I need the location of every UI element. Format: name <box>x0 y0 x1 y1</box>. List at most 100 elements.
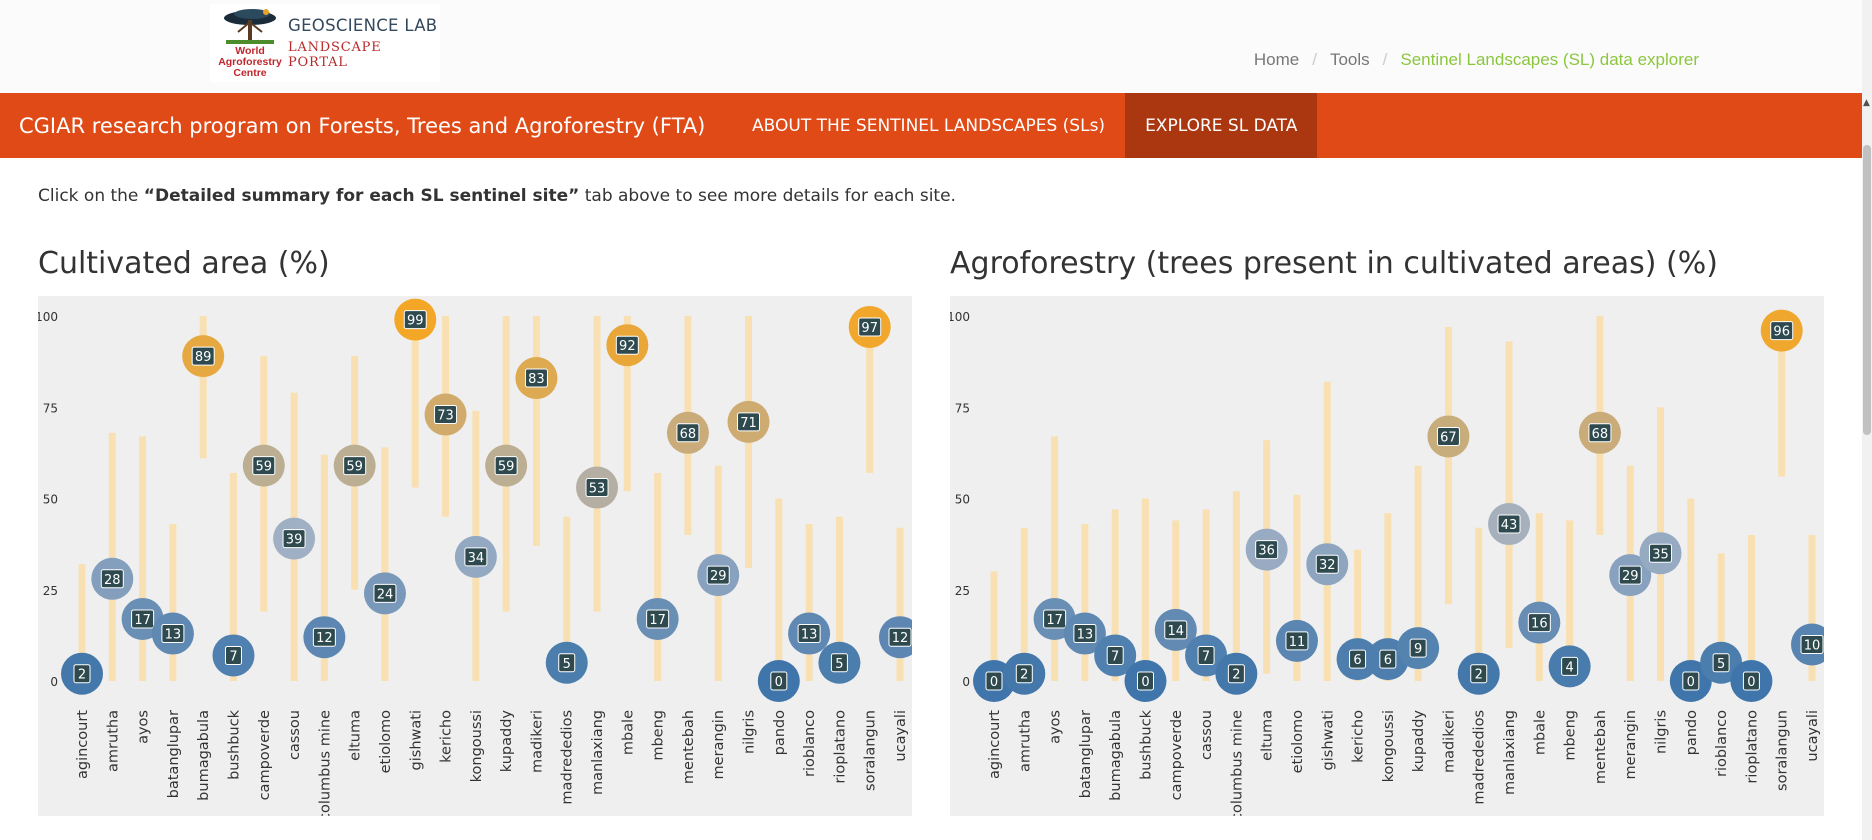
data-point[interactable]: 2 <box>1003 527 1046 695</box>
data-point[interactable]: 24 <box>363 447 406 681</box>
range-bar <box>563 516 571 681</box>
data-point[interactable]: 53 <box>576 316 619 612</box>
x-tick-label: kericho <box>1351 710 1367 763</box>
value-label: 43 <box>1501 518 1518 533</box>
data-point[interactable]: 99 <box>394 298 437 488</box>
data-point[interactable]: 13 <box>788 524 831 681</box>
data-point[interactable]: 13 <box>151 524 194 681</box>
data-point[interactable]: 97 <box>848 305 891 473</box>
data-point[interactable]: 36 <box>1245 440 1288 674</box>
range-bar <box>990 571 998 681</box>
range-bar <box>199 316 207 459</box>
data-point[interactable]: 59 <box>242 356 285 612</box>
data-point[interactable]: 35 <box>1639 407 1682 681</box>
range-bar <box>1384 513 1392 681</box>
data-point[interactable]: 89 <box>182 316 225 459</box>
value-label-box <box>1043 609 1067 629</box>
value-label: 39 <box>286 533 303 548</box>
site-logo[interactable]: World Agroforestry Centre GEOSCIENCE LAB… <box>210 4 440 82</box>
data-point[interactable]: 43 <box>1488 341 1531 649</box>
data-point[interactable]: 2 <box>61 564 103 695</box>
data-point[interactable]: 68 <box>1578 316 1621 535</box>
scroll-up-arrow-icon[interactable]: ▲ <box>1863 98 1870 108</box>
data-point[interactable]: 28 <box>91 432 134 681</box>
data-point[interactable]: 0 <box>1730 535 1773 702</box>
value-label-box <box>1106 645 1124 665</box>
data-point[interactable]: 34 <box>454 410 497 681</box>
data-point[interactable]: 17 <box>636 472 679 681</box>
data-point[interactable]: 71 <box>727 316 770 568</box>
range-bar <box>532 316 540 546</box>
data-point[interactable]: 7 <box>1094 509 1137 681</box>
value-label-box <box>1285 631 1309 651</box>
data-point[interactable]: 7 <box>212 472 255 681</box>
data-point[interactable]: 4 <box>1548 520 1591 688</box>
data-point[interactable]: 83 <box>515 316 558 546</box>
scrollbar-thumb[interactable] <box>1863 145 1871 435</box>
value-label: 97 <box>861 321 878 336</box>
x-tick-label: rioblanco <box>1714 710 1730 777</box>
breadcrumb-tools-link[interactable]: Tools <box>1329 50 1370 69</box>
value-label-box <box>676 423 700 443</box>
value-label-box <box>858 317 882 337</box>
data-point[interactable]: 0 <box>1669 498 1712 703</box>
x-tick-label: columbus mine <box>317 710 333 816</box>
data-point[interactable]: 2 <box>1215 491 1258 695</box>
value-label: 2 <box>1020 668 1028 683</box>
data-point[interactable]: 10 <box>1791 535 1824 681</box>
x-tick-label: bushbuck <box>226 709 242 780</box>
value-label-box <box>100 569 124 589</box>
y-tick-label: 25 <box>43 584 58 598</box>
data-point[interactable]: 29 <box>697 465 740 681</box>
data-point[interactable]: 68 <box>666 316 709 535</box>
data-point[interactable]: 12 <box>303 454 346 681</box>
data-point[interactable]: 59 <box>485 316 528 612</box>
value-label: 5 <box>563 657 571 672</box>
nav-brand[interactable]: CGIAR research program on Forests, Trees… <box>19 113 706 138</box>
nav-explore-link[interactable]: EXPLORE SL DATA <box>1125 93 1318 158</box>
range-bar <box>1111 509 1119 681</box>
x-tick-label: campoverde <box>1169 710 1185 800</box>
breadcrumb-separator: / <box>1312 50 1317 69</box>
page-scrollbar[interactable]: ▲ <box>1862 0 1872 840</box>
value-label: 73 <box>437 409 454 424</box>
data-point[interactable]: 12 <box>879 527 912 681</box>
detailed-summary-tab-ref: “Detailed summary for each SL sentinel s… <box>143 186 580 206</box>
data-point[interactable]: 92 <box>606 316 649 492</box>
data-point[interactable]: 59 <box>333 356 376 590</box>
data-point[interactable]: 7 <box>1185 509 1228 681</box>
data-point[interactable]: 6 <box>1336 549 1379 681</box>
data-point[interactable]: 5 <box>818 516 861 684</box>
nav-about-link[interactable]: ABOUT THE SENTINEL LANDSCAPES (SLs) <box>752 115 1106 136</box>
x-tick-label: batanglupar <box>166 710 182 798</box>
breadcrumb-separator: / <box>1382 50 1388 69</box>
data-point[interactable]: 5 <box>1700 553 1743 684</box>
data-point[interactable]: 14 <box>1154 520 1197 681</box>
value-label: 2 <box>1232 668 1240 683</box>
data-point[interactable]: 13 <box>1063 524 1106 681</box>
range-bar <box>1717 553 1725 681</box>
data-point[interactable]: 96 <box>1760 309 1803 477</box>
value-label-box <box>494 456 518 476</box>
data-point[interactable]: 16 <box>1518 513 1561 681</box>
value-label-box <box>615 335 639 355</box>
x-tick-label: ucayali <box>1805 710 1821 762</box>
data-point[interactable]: 11 <box>1275 494 1318 681</box>
value-label-box <box>1618 565 1642 585</box>
data-point[interactable]: 39 <box>273 392 316 681</box>
data-point[interactable]: 0 <box>1124 498 1167 703</box>
value-label: 99 <box>407 314 424 329</box>
value-label-box <box>1409 638 1427 658</box>
x-tick-label: madrededios <box>560 710 576 805</box>
range-bar <box>381 447 389 681</box>
data-point[interactable]: 73 <box>424 316 467 517</box>
breadcrumb-home-link[interactable]: Home <box>1253 50 1300 69</box>
data-point[interactable]: 9 <box>1397 465 1440 681</box>
value-label: 59 <box>346 460 363 475</box>
data-point[interactable]: 67 <box>1427 326 1470 605</box>
data-point[interactable]: 32 <box>1306 381 1349 681</box>
data-point[interactable]: 0 <box>757 498 800 703</box>
data-point[interactable]: 2 <box>1457 527 1500 695</box>
data-point[interactable]: 29 <box>1609 465 1652 681</box>
data-point[interactable]: 5 <box>545 516 588 684</box>
